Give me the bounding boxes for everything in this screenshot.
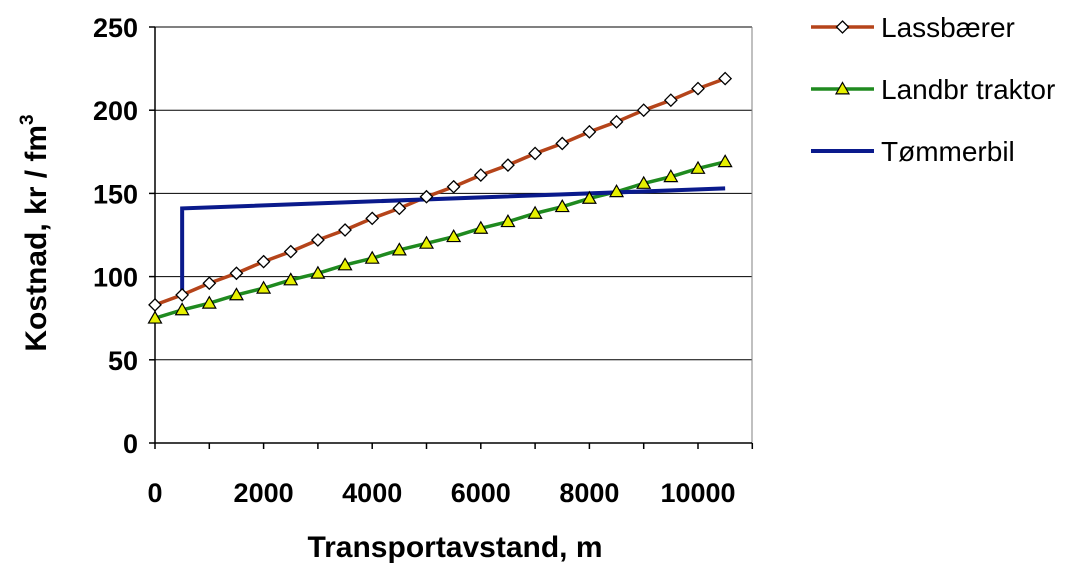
data-point-landbr-traktor: [446, 228, 462, 243]
data-point-landbr-traktor: [147, 310, 163, 324]
legend-marker-lassb-rer: [835, 20, 850, 34]
data-point-landbr-traktor: [527, 205, 543, 219]
data-point-landbr-traktor: [690, 160, 706, 174]
series-markers: [147, 71, 733, 324]
data-point-lassb-rer: [555, 136, 570, 151]
data-point-lassb-rer: [691, 81, 705, 96]
x-tick-label-10000: 10000: [660, 478, 735, 508]
data-point-landbr-traktor: [337, 257, 353, 271]
x-tick-label-4000: 4000: [342, 478, 402, 508]
y-axis-title: Kostnad, kr / fm3: [17, 114, 53, 351]
data-point-lassb-rer: [718, 71, 733, 86]
x-tick-label-6000: 6000: [451, 478, 511, 508]
data-point-lassb-rer: [283, 244, 298, 259]
data-point-landbr-traktor: [717, 154, 733, 168]
data-point-lassb-rer: [310, 233, 325, 247]
data-point-landbr-traktor: [391, 242, 407, 256]
data-point-lassb-rer: [256, 254, 271, 269]
legend-label-t-mmerbil: Tømmerbil: [881, 136, 1015, 167]
data-point-landbr-traktor: [609, 184, 625, 198]
y-tick-label-0: 0: [123, 429, 138, 459]
data-point-lassb-rer: [501, 158, 515, 173]
data-point-lassb-rer: [229, 266, 244, 281]
series-line-landbr-traktor: [154, 160, 726, 320]
data-point-landbr-traktor: [228, 287, 244, 301]
y-tick-label-250: 250: [93, 13, 138, 43]
data-point-landbr-traktor: [174, 302, 190, 316]
data-point-landbr-traktor: [364, 250, 380, 264]
data-point-lassb-rer: [338, 223, 352, 237]
y-axis-title-superscript: 3: [17, 114, 38, 125]
x-axis-title: Transportavstand, m: [307, 531, 602, 564]
data-point-lassb-rer: [175, 287, 190, 302]
data-point-lassb-rer: [419, 189, 434, 204]
series-line-lassb-rer: [154, 76, 726, 307]
data-point-landbr-traktor: [283, 272, 299, 286]
data-point-lassb-rer: [636, 103, 651, 118]
data-point-landbr-traktor: [256, 280, 272, 294]
data-point-lassb-rer: [365, 211, 380, 226]
legend: Lassbærer Landbr traktor Tømmerbil: [811, 12, 1055, 167]
data-point-landbr-traktor: [663, 169, 679, 183]
data-point-lassb-rer: [528, 146, 543, 161]
data-point-lassb-rer: [609, 114, 624, 129]
data-point-lassb-rer: [663, 93, 678, 108]
data-point-landbr-traktor: [418, 235, 435, 249]
y-tick-label-200: 200: [93, 96, 138, 126]
data-point-lassb-rer: [202, 276, 217, 291]
x-tick-label-8000: 8000: [559, 478, 619, 508]
y-tick-label-100: 100: [93, 263, 138, 293]
data-point-landbr-traktor: [636, 175, 652, 189]
series-line-t-mmerbil: [180, 186, 726, 297]
data-point-lassb-rer: [582, 124, 597, 139]
legend-label-landbr-traktor: Landbr traktor: [881, 74, 1055, 105]
data-point-lassb-rer: [148, 297, 162, 312]
data-point-lassb-rer: [446, 179, 461, 194]
data-point-landbr-traktor: [473, 220, 489, 234]
series-lines: [154, 76, 726, 320]
data-point-lassb-rer: [392, 201, 407, 216]
legend-marker-landbr-traktor: [834, 81, 851, 95]
legend-label-lassb-rer: Lassbærer: [881, 12, 1015, 43]
data-point-landbr-traktor: [554, 199, 570, 213]
data-point-landbr-traktor: [310, 265, 326, 279]
y-axis-title-main: Kostnad, kr / fm: [20, 125, 53, 352]
axes: [149, 26, 754, 449]
x-tick-labels: 0 2000 4000 6000 8000 10000: [147, 478, 735, 508]
y-tick-labels: 0 50 100 150 200 250: [93, 13, 138, 459]
data-point-landbr-traktor: [201, 295, 217, 309]
data-point-landbr-traktor: [500, 213, 516, 228]
x-tick-label-2000: 2000: [234, 478, 294, 508]
data-point-landbr-traktor: [581, 190, 597, 204]
x-tick-label-0: 0: [147, 478, 162, 508]
data-point-lassb-rer: [473, 168, 488, 183]
y-tick-label-150: 150: [93, 179, 138, 209]
y-tick-label-50: 50: [108, 346, 138, 376]
